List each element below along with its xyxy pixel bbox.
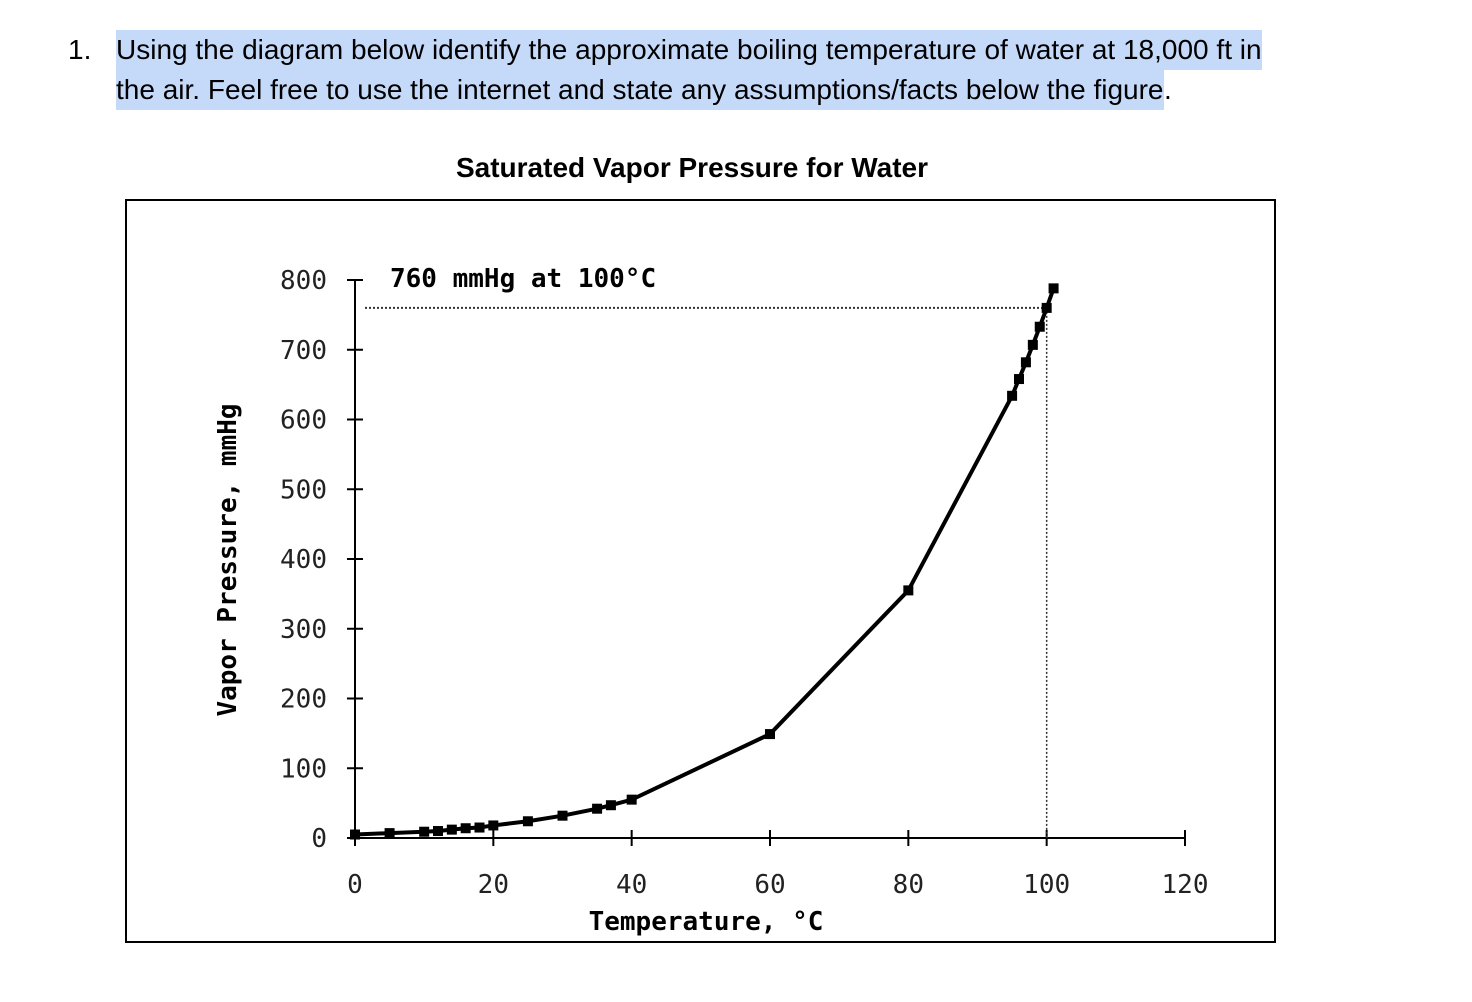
data-point-marker [446,824,457,835]
y-tick-label: 200 [280,685,327,715]
question-block: 1. Using the diagram below identify the … [0,0,1472,120]
question-number: 1. [68,34,92,65]
annotation-760-mmhg: 760 mmHg at 100°C [390,264,656,294]
plot-frame [125,199,1276,943]
data-point-marker [557,810,568,821]
y-tick-label: 700 [280,336,327,366]
question-text-line-2: the air. Feel free to use the internet a… [116,70,1164,110]
x-tick-label: 100 [1023,870,1070,900]
data-point-marker [1048,283,1059,294]
data-point-marker [474,822,485,833]
chart-title: Saturated Vapor Pressure for Water [455,152,928,183]
data-point-marker [460,823,471,834]
data-point-marker [1007,390,1018,401]
question-text-line-1: Using the diagram below identify the app… [116,30,1262,70]
data-point-marker [903,585,914,596]
y-tick-label: 800 [280,266,327,296]
axis-ticks: 0 20 40 60 80 100 120 800 700 600 500 400 300 200 100 0 [280,266,1208,900]
x-tick-label: 80 [893,870,924,900]
y-tick-label: 100 [280,754,327,784]
data-point-marker [522,816,533,827]
x-tick-label: 20 [478,870,509,900]
data-point-marker [1014,374,1024,385]
data-point-marker [433,826,443,837]
x-tick-label: 60 [754,870,785,900]
data-point-marker [384,828,395,839]
data-point-marker [1020,357,1031,368]
data-point-marker [488,820,499,831]
question-text-period: . [1164,74,1172,105]
series-line [354,287,1056,837]
y-tick-label: 500 [280,475,327,505]
data-point-marker [1034,321,1045,332]
x-axis-title: Temperature, °C [589,907,824,937]
data-point-marker [350,829,360,840]
x-tick-label: 120 [1162,870,1209,900]
x-tick-label: 40 [616,870,647,900]
data-point-marker [592,803,603,814]
y-tick-label: 400 [280,545,327,575]
data-point-marker [605,800,616,811]
x-tick-label: 0 [347,870,363,900]
y-tick-label: 300 [280,615,327,645]
y-tick-label: 600 [280,406,327,436]
data-point-marker [1041,302,1052,313]
reference-lines [365,306,1048,838]
data-point-marker [765,729,775,740]
data-point-marker [1027,339,1038,350]
y-axis-title: Vapor Pressure, mmHg [213,403,243,716]
data-point-marker [419,826,430,837]
data-point-marker [626,794,637,805]
y-tick-label: 0 [311,824,327,854]
data-series [350,283,1059,840]
